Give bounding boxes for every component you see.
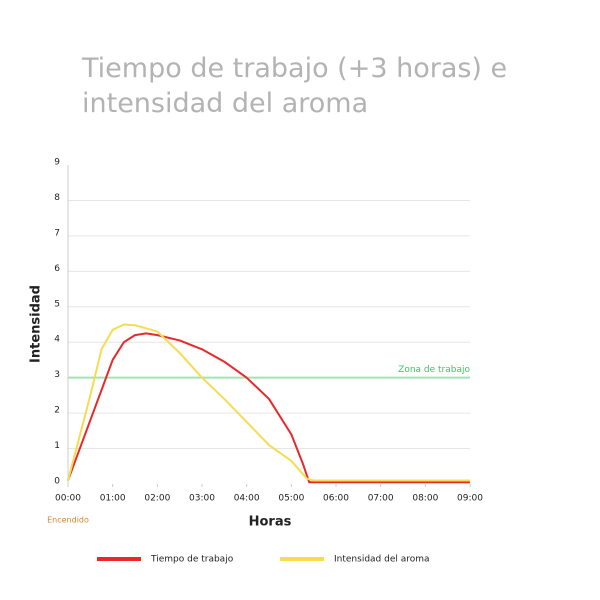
annotation: Encendido [47, 516, 89, 525]
y-tick-label: 8 [54, 193, 60, 203]
y-tick-label: 4 [54, 335, 60, 345]
y-tick-label: 9 [54, 158, 60, 168]
x-tick-label: 06:00 [323, 494, 349, 504]
x-tick-label: 01:00 [100, 494, 126, 504]
y-tick-label: 2 [54, 406, 60, 416]
y-axis-label: Intensidad [29, 285, 44, 363]
chart-title: intensidad del aroma [82, 88, 368, 119]
y-tick-label: 3 [54, 370, 60, 380]
legend-label: Intensidad del aroma [334, 555, 430, 565]
x-axis-label: Horas [249, 515, 292, 530]
x-tick-label: 03:00 [189, 494, 215, 504]
x-tick-label: 04:00 [234, 494, 260, 504]
chart-title: Tiempo de trabajo (+3 horas) e [81, 53, 507, 84]
x-tick-label: 05:00 [278, 494, 304, 504]
y-tick-label: 1 [54, 441, 60, 451]
y-tick-label: 6 [54, 264, 60, 274]
x-tick-label: 08:00 [412, 494, 438, 504]
reference-label: Zona de trabajo [398, 365, 470, 375]
line [67, 323, 470, 482]
y-tick-label: 5 [54, 299, 60, 309]
x-tick-label: 07:00 [368, 494, 394, 504]
x-tick-label: 09:00 [457, 494, 483, 504]
x-tick-label: 02:00 [144, 494, 170, 504]
x-tick-label: 00:00 [55, 494, 81, 504]
y-tick-label: 0 [54, 477, 60, 487]
legend-label: Tiempo de trabajo [150, 555, 234, 565]
y-tick-label: 7 [54, 228, 60, 238]
line [67, 332, 470, 484]
